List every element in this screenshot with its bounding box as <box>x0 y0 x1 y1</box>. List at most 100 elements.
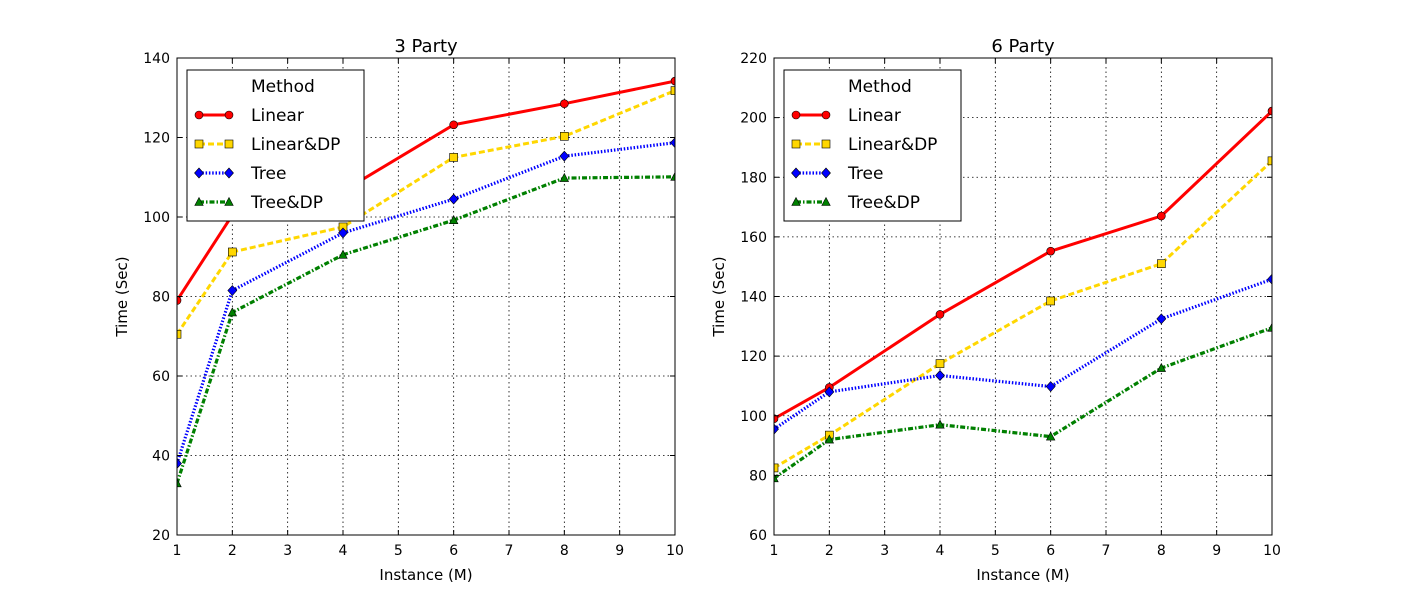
data-point-linear-and-dp <box>449 153 458 162</box>
chart-0-series-tree-and-dp <box>177 171 675 488</box>
data-point-linear <box>935 310 945 319</box>
series-line-tree <box>774 277 1272 431</box>
legend-label: Tree <box>250 164 286 184</box>
x-tick-label: 6 <box>449 543 458 559</box>
data-point-linear-and-dp <box>177 329 182 339</box>
y-tick-label: 120 <box>143 131 170 147</box>
legend-marker <box>224 167 234 179</box>
chart-0-x-axis-label: Instance (M) <box>379 566 472 584</box>
y-tick-label: 80 <box>152 290 170 306</box>
chart-0-series-linear-and-dp <box>177 86 675 339</box>
y-tick-label: 80 <box>749 468 767 484</box>
data-point-linear-and-dp <box>1046 296 1055 306</box>
data-point-tree-and-dp <box>338 249 348 259</box>
data-point-tree-and-dp <box>1156 362 1167 372</box>
data-point-tree <box>338 227 348 239</box>
x-tick-label: 7 <box>505 543 514 559</box>
legend-marker <box>821 196 831 206</box>
y-tick-label: 140 <box>740 290 767 306</box>
legend-label: Tree&DP <box>250 193 323 213</box>
data-point-tree-and-dp <box>670 171 675 181</box>
data-point-tree-and-dp <box>227 307 238 317</box>
data-point-linear <box>670 76 675 86</box>
legend-item-tree: Tree <box>194 164 286 184</box>
x-tick-label: 10 <box>1263 543 1281 559</box>
legend-marker <box>194 196 204 206</box>
data-point-tree-and-dp <box>177 478 182 488</box>
data-point-tree-and-dp <box>824 434 835 444</box>
data-point-linear-and-dp <box>1157 259 1166 269</box>
legend-marker <box>791 167 801 179</box>
legend-marker <box>194 167 204 179</box>
data-point-tree-and-dp <box>559 172 570 182</box>
y-tick-label: 160 <box>740 230 767 246</box>
x-tick-label: 1 <box>173 543 182 559</box>
data-point-linear <box>177 296 182 305</box>
legend-marker <box>224 196 234 206</box>
data-point-tree-and-dp <box>1267 322 1272 332</box>
legend-marker <box>224 110 234 120</box>
data-point-linear <box>449 120 458 130</box>
legend-title: Method <box>848 77 912 97</box>
x-tick-label: 3 <box>283 543 292 559</box>
legend-label: Linear <box>251 106 304 126</box>
series-line-linear <box>177 79 675 302</box>
legend-marker <box>791 139 801 149</box>
data-point-linear-and-dp <box>1267 156 1272 166</box>
y-tick-label: 60 <box>152 369 170 385</box>
x-tick-label: 8 <box>560 543 569 559</box>
legend-marker <box>194 139 204 149</box>
legend-item-tree: Tree <box>791 164 883 184</box>
legend-box <box>783 69 962 222</box>
data-point-linear-and-dp <box>670 86 675 95</box>
chart-0-grid <box>177 58 675 535</box>
data-point-tree <box>1267 273 1272 285</box>
x-tick-label: 6 <box>1046 543 1055 559</box>
data-point-tree-and-dp <box>1045 431 1056 441</box>
y-tick-label: 220 <box>740 51 767 67</box>
data-point-tree <box>448 193 459 205</box>
legend-marker <box>821 110 831 120</box>
data-point-linear <box>1267 106 1272 116</box>
legend-marker <box>194 110 204 120</box>
legend-label: Linear&DP <box>848 135 937 155</box>
series-line-tree <box>177 141 675 464</box>
data-point-tree <box>774 423 779 435</box>
legend-item-linear-and-dp: Linear&DP <box>791 135 937 155</box>
data-point-linear <box>774 414 779 424</box>
x-tick-label: 9 <box>1212 543 1221 559</box>
x-tick-label: 7 <box>1102 543 1111 559</box>
chart-1-title: 6 Party <box>991 36 1055 57</box>
legend-marker <box>224 139 234 149</box>
chart-1-series-linear <box>774 106 1272 424</box>
y-tick-label: 20 <box>152 528 170 544</box>
data-point-tree <box>824 386 835 398</box>
data-point-tree-and-dp <box>448 215 459 224</box>
series-line-linear <box>774 109 1272 421</box>
chart-1-series-tree-and-dp <box>774 322 1272 483</box>
legend-marker <box>791 110 801 120</box>
x-tick-label: 2 <box>825 543 834 559</box>
legend-label: Tree <box>847 164 883 184</box>
data-point-linear-and-dp <box>935 359 945 368</box>
y-tick-label: 180 <box>740 170 767 186</box>
data-point-linear <box>1046 246 1055 256</box>
data-point-tree <box>935 370 945 381</box>
chart-0-series-tree <box>177 137 675 469</box>
series-line-tree-and-dp <box>177 175 675 484</box>
x-tick-label: 8 <box>1157 543 1166 559</box>
y-tick-label: 60 <box>749 528 767 544</box>
legend-item-tree-and-dp: Tree&DP <box>194 193 323 213</box>
x-tick-label: 4 <box>339 543 348 559</box>
chart-1-legend: Method Linear Linear&DP Tree Tree&DP <box>783 69 962 222</box>
chart-0-y-axis-label: Time (Sec) <box>113 256 131 337</box>
data-point-tree <box>1045 381 1056 392</box>
chart-1-x-axis-label: Instance (M) <box>976 566 1069 584</box>
data-point-tree <box>227 285 238 296</box>
data-point-tree <box>1156 313 1167 325</box>
legend-item-linear-and-dp: Linear&DP <box>194 135 340 155</box>
data-point-linear <box>1157 211 1166 221</box>
x-tick-label: 2 <box>228 543 237 559</box>
data-point-tree <box>177 458 182 469</box>
series-line-linear-and-dp <box>177 89 675 336</box>
